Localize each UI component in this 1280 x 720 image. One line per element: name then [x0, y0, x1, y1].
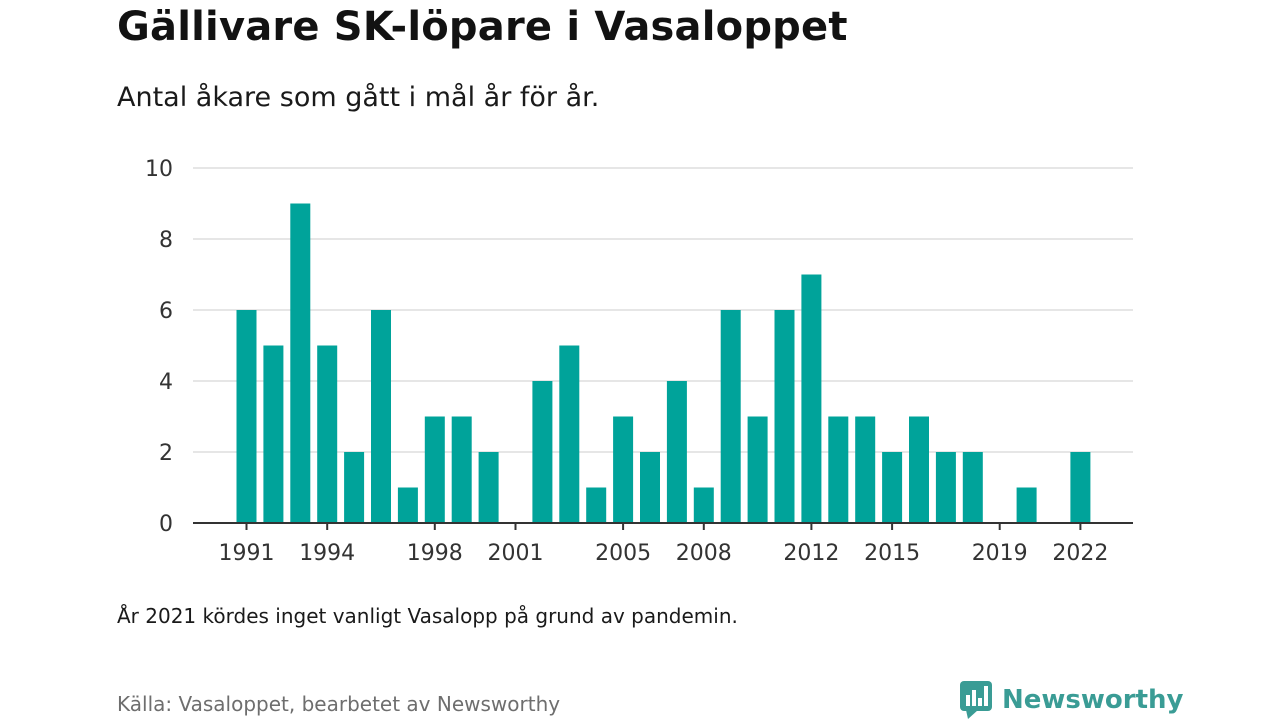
bar-2014 — [855, 416, 876, 523]
bar-2009 — [720, 310, 741, 523]
x-axis: 1991 1994 1998 2001 2005 2008 2012 2015 2019 2022 — [193, 522, 1133, 566]
bars — [236, 203, 1091, 523]
y-tick-label-4: 4 — [159, 370, 173, 395]
x-tick-label-1994: 1994 — [299, 541, 355, 566]
bar-2020 — [1016, 487, 1037, 523]
bar-2002 — [532, 381, 553, 523]
bar-1994 — [317, 345, 338, 523]
bar-1999 — [451, 416, 472, 523]
bar-2010 — [747, 416, 768, 523]
x-tick-label-2001: 2001 — [488, 541, 544, 566]
bar-2022 — [1070, 452, 1091, 523]
y-tick-label-0: 0 — [159, 512, 173, 537]
bar-2008 — [693, 487, 714, 523]
chart-note: År 2021 kördes inget vanligt Vasalopp på… — [117, 604, 738, 628]
y-tick-label-10: 10 — [145, 157, 173, 182]
bar-2003 — [559, 345, 580, 523]
y-axis-labels: 0 2 4 6 8 10 — [145, 157, 173, 537]
bar-2004 — [586, 487, 607, 523]
x-tick-label-2019: 2019 — [972, 541, 1028, 566]
bar-1995 — [344, 452, 365, 523]
bar-2006 — [640, 452, 660, 523]
bar-1997 — [397, 487, 418, 523]
bar-chart: 0 2 4 6 8 10 1991 1994 1998 2001 2005 2008 2012 2015… — [145, 157, 1133, 566]
bar-2017 — [935, 452, 956, 523]
x-tick-label-1991: 1991 — [219, 541, 275, 566]
bar-1991 — [236, 310, 257, 523]
bar-2012 — [801, 274, 822, 523]
brand: Newsworthy — [960, 680, 1183, 720]
y-tick-label-8: 8 — [159, 228, 173, 253]
x-tick-label-1998: 1998 — [407, 541, 463, 566]
bar-2018 — [962, 452, 983, 523]
bar-2013 — [828, 416, 849, 523]
bar-2007 — [666, 381, 687, 523]
bar-2000 — [478, 452, 499, 523]
x-tick-label-2008: 2008 — [676, 541, 732, 566]
chart-title: Gällivare SK-löpare i Vasaloppet — [117, 4, 848, 50]
brand-name: Newsworthy — [1002, 685, 1184, 715]
bar-1998 — [424, 416, 445, 523]
bar-2015 — [882, 452, 903, 523]
x-tick-label-2012: 2012 — [783, 541, 839, 566]
newsworthy-logo-icon — [960, 681, 992, 719]
bar-2016 — [909, 416, 929, 523]
bar-2005 — [613, 416, 634, 523]
x-tick-label-2022: 2022 — [1052, 541, 1108, 566]
source-credit: Källa: Vasaloppet, bearbetet av Newswort… — [117, 692, 561, 716]
bar-1993 — [290, 203, 311, 523]
chart-subtitle: Antal åkare som gått i mål år för år. — [117, 82, 600, 113]
bar-1996 — [371, 310, 391, 523]
y-tick-label-6: 6 — [159, 299, 173, 324]
y-tick-label-2: 2 — [159, 441, 173, 466]
x-tick-label-2015: 2015 — [864, 541, 920, 566]
bar-1992 — [263, 345, 284, 523]
x-tick-label-2005: 2005 — [595, 541, 651, 566]
bar-2011 — [774, 310, 795, 523]
